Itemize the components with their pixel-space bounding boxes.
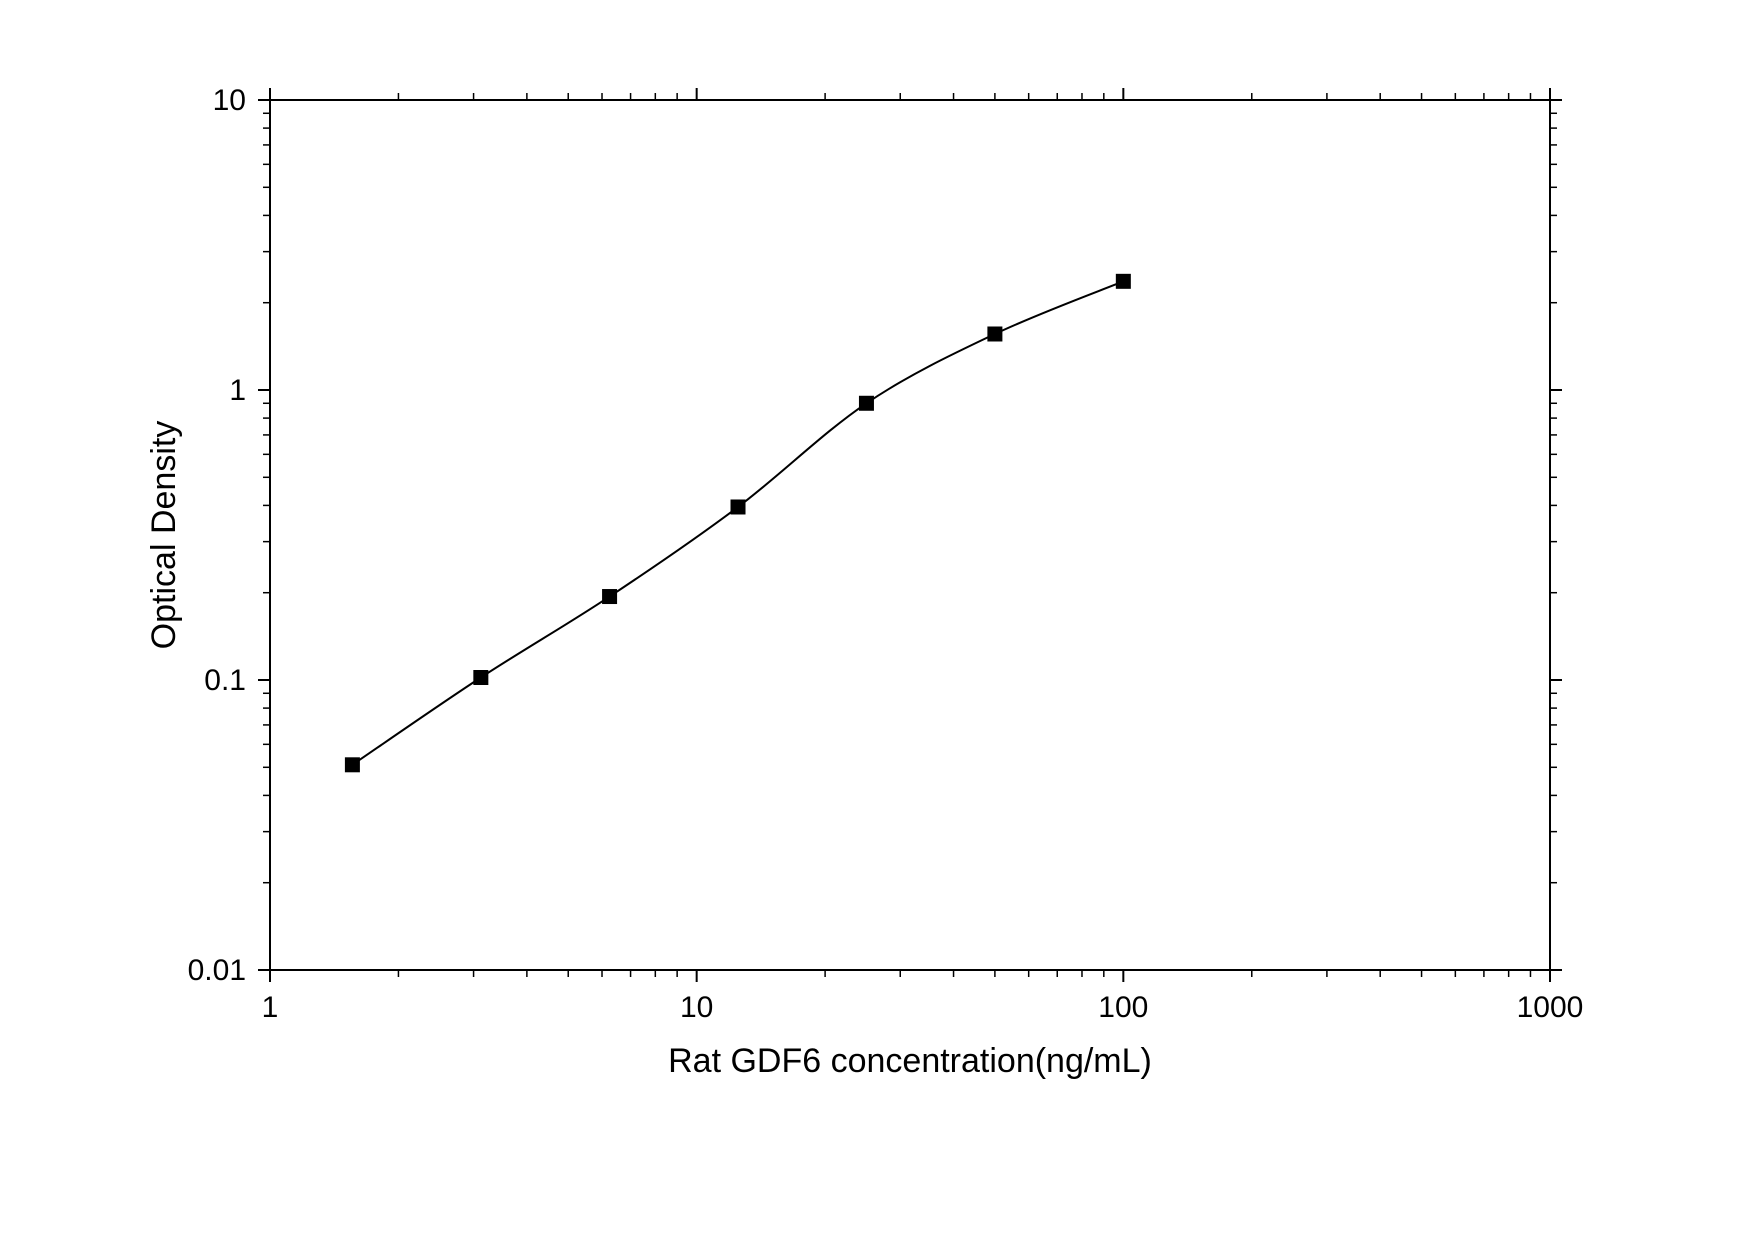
data-marker xyxy=(731,500,745,514)
x-axis-label: Rat GDF6 concentration(ng/mL) xyxy=(668,1042,1152,1080)
x-tick-label: 1000 xyxy=(1517,991,1584,1024)
data-marker xyxy=(988,327,1002,341)
chart-svg: 1 10 100 1000 0.01 0.1 1 10 Rat GDF6 concentrati… xyxy=(150,60,1605,1180)
chart-container: 1 10 100 1000 0.01 0.1 1 10 Rat GDF6 concentrati… xyxy=(150,60,1605,1180)
data-marker xyxy=(603,590,617,604)
data-line xyxy=(352,281,1123,764)
x-tick-label: 1 xyxy=(262,991,279,1024)
y-axis-label: Optical Density xyxy=(150,421,183,650)
plot-area xyxy=(270,100,1550,970)
data-marker xyxy=(474,671,488,685)
y-tick-label: 1 xyxy=(229,374,246,407)
x-tick-label: 100 xyxy=(1098,991,1148,1024)
y-tick-label: 10 xyxy=(213,84,246,117)
x-tick-label: 10 xyxy=(680,991,713,1024)
data-marker xyxy=(1116,274,1130,288)
y-tick-label: 0.1 xyxy=(204,664,246,697)
data-marker xyxy=(859,396,873,410)
data-marker xyxy=(345,758,359,772)
y-tick-label: 0.01 xyxy=(188,954,246,987)
